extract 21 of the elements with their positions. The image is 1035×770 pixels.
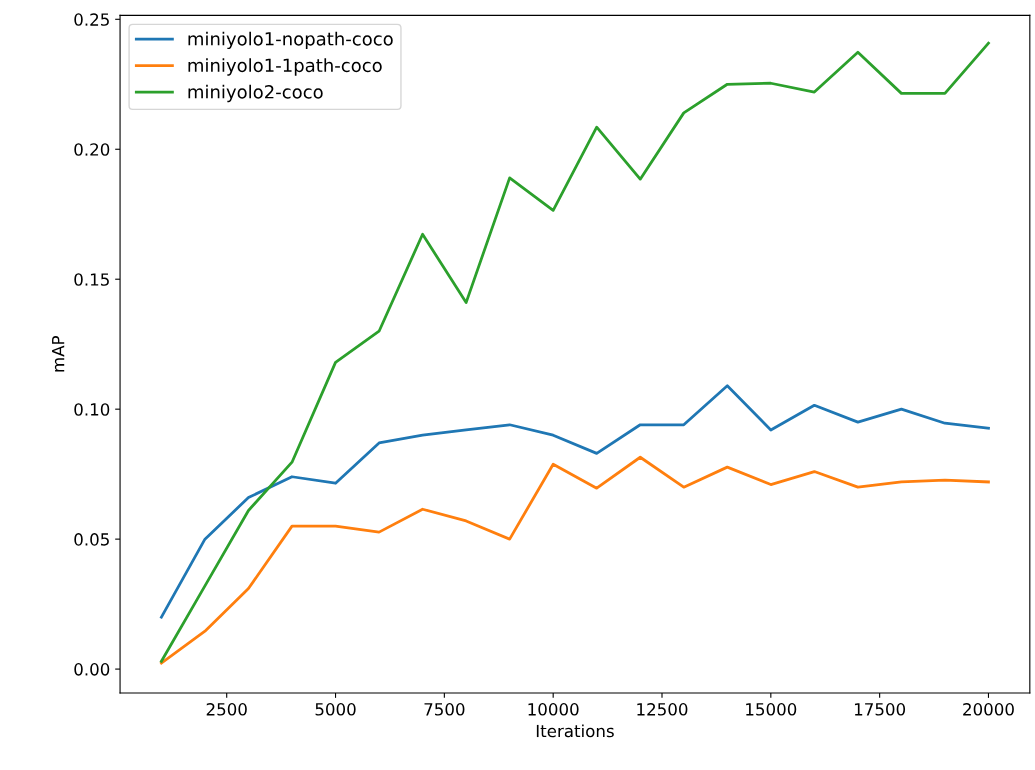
x-tick-label: 20000 [963, 703, 1014, 716]
line-series [160, 455, 990, 665]
x-axis-title: Iterations [536, 724, 614, 738]
y-tick-label: 0.25 [74, 13, 109, 26]
x-tick-label: 7500 [424, 703, 465, 716]
x-tick-label: 12500 [637, 703, 688, 716]
line-series [160, 384, 990, 619]
y-tick-label: 0.15 [74, 273, 109, 286]
legend-label: miniyolo1-nopath-coco [188, 31, 393, 50]
x-tick-label: 5000 [315, 703, 356, 716]
y-tick-label: 0.10 [74, 403, 110, 416]
y-tick-label: 0.00 [74, 663, 110, 676]
x-tick-label: 2500 [206, 703, 247, 716]
y-axis-title: mAP [52, 335, 65, 372]
legend-label: miniyolo1-1path-coco [188, 58, 382, 76]
y-tick-label: 0.05 [74, 533, 109, 546]
legend-label: miniyolo2-coco [188, 84, 323, 103]
x-tick-label: 10000 [528, 703, 579, 716]
x-tick-label: 15000 [746, 703, 797, 716]
y-tick-label: 0.20 [74, 143, 110, 156]
x-tick-label: 17500 [854, 703, 906, 716]
